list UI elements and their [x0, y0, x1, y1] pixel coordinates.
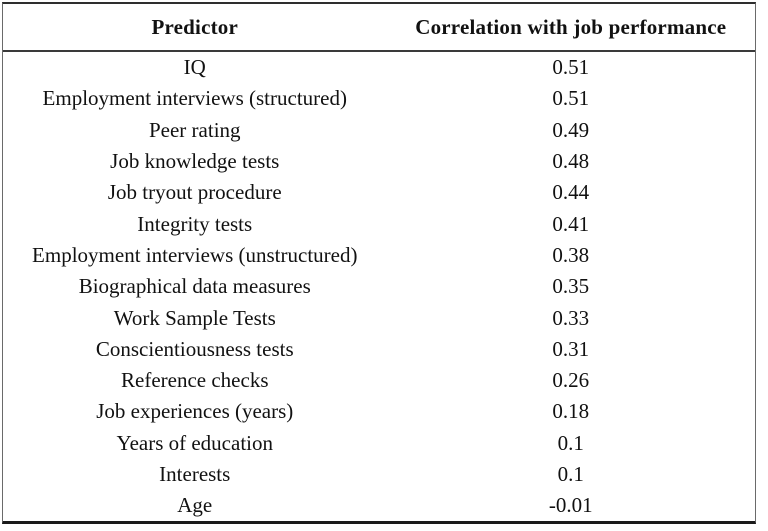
predictor-cell: Integrity tests — [137, 211, 253, 236]
predictor-cell: Interests — [159, 462, 231, 486]
predictor-cell: Conscientiousness tests — [95, 336, 294, 361]
correlation-cell: 0.31 — [552, 336, 590, 361]
correlation-cell: 0.44 — [552, 180, 590, 205]
correlation-cell: 0.33 — [552, 305, 590, 330]
predictor-cell: Years of education — [116, 430, 274, 455]
predictor-cell: Job tryout procedure — [107, 180, 282, 205]
correlation-cell: 0.1 — [557, 430, 584, 455]
table-row: Work Sample Tests 0.33 — [3, 302, 755, 333]
table-row: Reference checks 0.26 — [3, 365, 755, 396]
predictor-cell: Job knowledge tests — [110, 149, 280, 174]
correlation-cell: 0.38 — [552, 242, 590, 267]
table-row: Job experiences (years) 0.18 — [3, 396, 755, 427]
correlation-cell: 0.18 — [552, 399, 590, 424]
table-row: Integrity tests 0.41 — [3, 208, 755, 239]
table-row: Employment interviews (structured) 0.51 — [3, 83, 755, 114]
table-row: Conscientiousness tests 0.31 — [3, 334, 755, 365]
predictor-cell: Job experiences (years) — [96, 399, 294, 424]
table-row: Peer rating 0.49 — [3, 115, 755, 146]
predictor-cell: Peer rating — [148, 117, 241, 142]
correlation-cell: 0.51 — [552, 86, 590, 111]
predictor-cell: Reference checks — [121, 368, 269, 393]
table-header-row: Predictor Correlation with job performan… — [3, 4, 755, 52]
correlation-cell: 0.51 — [552, 55, 590, 80]
table-row: Interests 0.1 — [3, 459, 755, 490]
correlation-cell: 0.26 — [552, 368, 590, 393]
correlation-cell: 0.48 — [552, 149, 590, 174]
table-row: Job tryout procedure 0.44 — [3, 177, 755, 208]
column-header-correlation: Correlation with job performance — [415, 14, 727, 39]
table-row: Employment interviews (unstructured) 0.3… — [3, 240, 755, 271]
correlation-table: Predictor Correlation with job performan… — [2, 2, 756, 525]
correlation-cell: 0.1 — [557, 462, 584, 486]
correlation-cell: 0.35 — [552, 274, 590, 299]
correlation-cell: 0.41 — [552, 211, 590, 236]
table-row: Biographical data measures 0.35 — [3, 271, 755, 302]
predictor-cell: IQ — [183, 55, 206, 80]
table-row: Age -0.01 — [3, 490, 755, 521]
predictor-cell: Work Sample Tests — [113, 305, 276, 330]
predictor-cell: Age — [177, 493, 213, 518]
table-row: IQ 0.51 — [3, 52, 755, 83]
table-row: Job knowledge tests 0.48 — [3, 146, 755, 177]
predictor-cell: Biographical data measures — [78, 274, 311, 299]
predictor-cell: Employment interviews (unstructured) — [32, 242, 358, 267]
correlation-cell: 0.49 — [552, 117, 590, 142]
predictor-cell: Employment interviews (structured) — [42, 86, 347, 111]
correlation-cell: -0.01 — [548, 493, 593, 518]
table-row: Years of education 0.1 — [3, 428, 755, 459]
column-header-predictor: Predictor — [151, 14, 239, 39]
